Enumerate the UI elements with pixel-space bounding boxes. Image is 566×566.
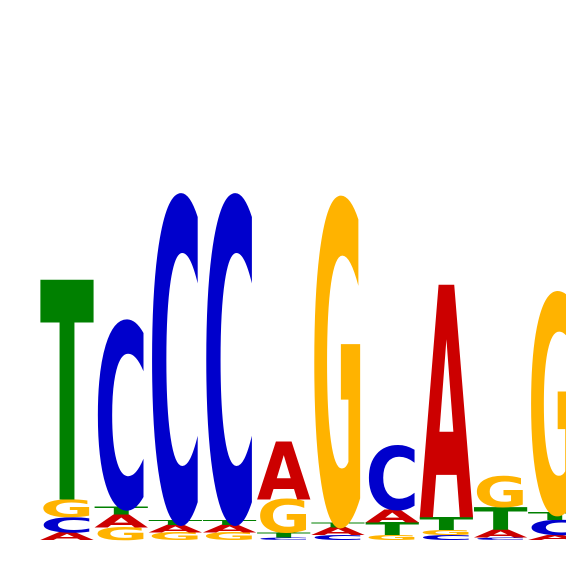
logo-letter-a-pos10: A <box>528 534 566 542</box>
logo-letter-a-pos7: A <box>365 506 420 526</box>
logo-letter-g-pos10: G <box>528 236 566 566</box>
logo-letter-t-pos8: T <box>419 514 473 534</box>
letter-stacks: ACGTGATCGATCGATCCTGACATGGTACCGTACATGACTG <box>40 112 566 566</box>
logo-letter-a-pos1: A <box>40 530 95 542</box>
logo-letter-c-pos7: C <box>365 429 419 530</box>
logo-letter-a-pos8: A <box>419 223 473 566</box>
logo-letter-t-pos6: T <box>311 521 366 529</box>
logo-letter-a-pos3: A <box>148 523 203 535</box>
logo-letter-g-pos6: G <box>311 115 365 566</box>
logo-letter-g-pos9: G <box>474 469 528 517</box>
logo-letter-t-pos5: T <box>257 531 312 539</box>
logo-letter-g-pos3: G <box>148 531 202 543</box>
logo-letter-g-pos7: G <box>365 534 419 542</box>
logo-letter-t-pos7: T <box>365 519 419 539</box>
logo-letter-t-pos1: T <box>40 219 94 566</box>
logo-letter-a-pos9: A <box>474 528 529 540</box>
logo-letter-a-pos2: A <box>94 511 149 531</box>
logo-letter-t-pos2: T <box>94 505 149 517</box>
logo-letter-g-pos8: G <box>419 529 473 537</box>
logo-letter-g-pos2: G <box>94 524 148 544</box>
logo-letter-t-pos10: T <box>528 510 566 522</box>
logo-letter-a-pos4: A <box>203 523 258 535</box>
logo-letter-c-pos2: C <box>94 272 148 566</box>
logo-letter-c-pos1: C <box>40 513 94 537</box>
logo-letter-t-pos9: T <box>474 501 528 537</box>
logo-letter-c-pos10: C <box>528 516 566 540</box>
logo-letter-c-pos9: C <box>474 537 528 541</box>
logo-letter-g-pos5: G <box>257 492 311 544</box>
logo-letter-a-pos6: A <box>311 525 366 537</box>
logo-letter-a-pos5: A <box>257 425 311 519</box>
logo-letter-c-pos6: C <box>311 534 365 542</box>
logo-letter-g-pos4: G <box>203 531 257 543</box>
logo-letter-c-pos8: C <box>419 534 473 542</box>
logo-letter-t-pos4: T <box>203 519 258 527</box>
logo-letter-c-pos4: C <box>203 112 257 566</box>
logo-letter-t-pos3: T <box>148 519 203 527</box>
logo-letter-g-pos1: G <box>40 495 94 523</box>
logo-letter-c-pos5: C <box>257 537 311 541</box>
logo-letter-c-pos3: C <box>148 112 202 566</box>
